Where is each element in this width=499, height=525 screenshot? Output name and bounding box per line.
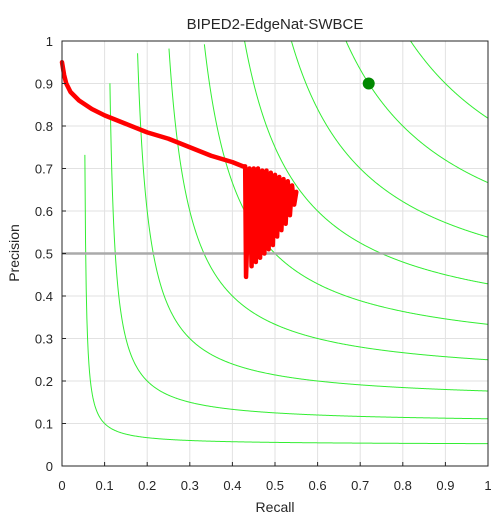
x-tick-label-10: 1: [484, 478, 491, 493]
y-tick-label-2: 0.2: [35, 374, 53, 389]
y-tick-labels: 0 0.1 0.2 0.3 0.4 0.5 0.6 0.7 0.8 0.9 1: [35, 34, 66, 474]
y-tick-label-0: 0: [46, 459, 53, 474]
iso-f-curve-6: [291, 41, 489, 238]
x-tick-label-0: 0: [58, 478, 65, 493]
iso-f-curve-1: [109, 83, 489, 420]
x-tick-label-4: 0.4: [223, 478, 241, 493]
x-tick-labels: 0 0.1 0.2 0.3 0.4 0.5 0.6 0.7 0.8 0.9 1: [58, 462, 492, 493]
pr-curve-0: [59, 60, 299, 280]
iso-f-curve-8: [409, 40, 489, 119]
iso-f-curves: [84, 40, 489, 445]
y-tick-label-1: 0.1: [35, 417, 53, 432]
y-tick-label-5: 0.5: [35, 247, 53, 262]
iso-f-curve-3: [168, 48, 489, 361]
iso-f-curve-5: [244, 41, 489, 285]
x-tick-label-7: 0.7: [351, 478, 369, 493]
chart-title: BIPED2-EdgeNat-SWBCE: [187, 16, 364, 33]
x-tick-label-8: 0.8: [394, 478, 412, 493]
x-tick-label-2: 0.2: [138, 478, 156, 493]
y-tick-label-3: 0.3: [35, 332, 53, 347]
x-axis-label: Recall: [256, 499, 295, 515]
x-tick-label-9: 0.9: [436, 478, 454, 493]
x-tick-label-3: 0.3: [181, 478, 199, 493]
y-tick-label-8: 0.8: [35, 119, 53, 134]
pr-curve-group: [59, 60, 299, 280]
ods-point-group: [362, 77, 375, 90]
y-tick-label-6: 0.6: [35, 204, 53, 219]
iso-f-curve-2: [137, 53, 489, 392]
y-tick-label-4: 0.4: [35, 289, 53, 304]
x-tick-label-6: 0.6: [309, 478, 327, 493]
x-tick-label-1: 0.1: [96, 478, 114, 493]
y-axis-label: Precision: [6, 224, 22, 282]
iso-f-curve-0: [84, 154, 488, 445]
x-tick-label-5: 0.5: [266, 478, 284, 493]
iso-f-curve-7: [345, 40, 489, 184]
ods-point: [362, 77, 375, 90]
y-tick-label-7: 0.7: [35, 162, 53, 177]
y-tick-label-10: 1: [46, 34, 53, 49]
y-tick-label-9: 0.9: [35, 77, 53, 92]
